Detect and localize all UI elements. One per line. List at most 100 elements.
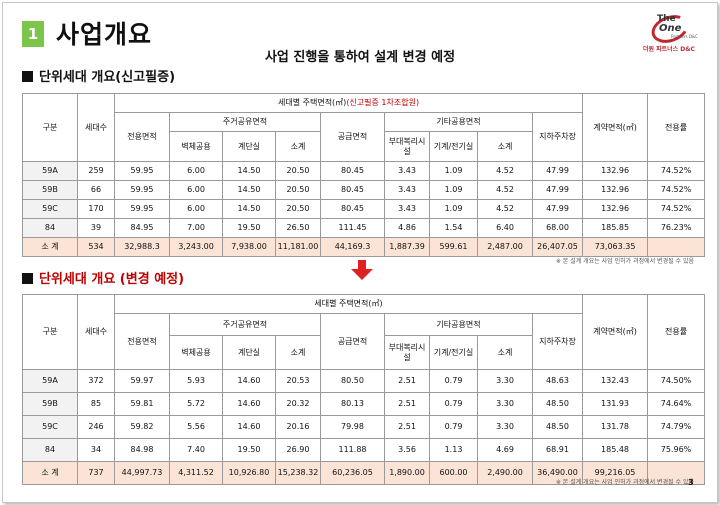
cell-wall: 5.93 xyxy=(169,369,223,393)
cell-parking: 68.00 xyxy=(531,218,584,238)
cell-type: 59A xyxy=(22,369,78,393)
cell-welfare: 2.51 xyxy=(384,369,430,393)
cell-contract: 185.48 xyxy=(582,438,649,462)
cell-contract: 132.96 xyxy=(582,199,649,219)
total-cell-ratio xyxy=(647,237,706,257)
cell-mechanical: 1.13 xyxy=(429,438,478,462)
page-subtitle: 사업 진행을 통하여 설계 변경 예정 xyxy=(264,50,456,65)
total-cell-type: 소 계 xyxy=(22,461,78,485)
cell-wall: 5.72 xyxy=(169,392,223,416)
col-header-welfare: 부대복리시설 xyxy=(384,335,430,370)
cell-ratio: 76.23% xyxy=(647,218,706,238)
col-header-exclusive: 전용면적 xyxy=(114,112,170,162)
cell-stairs: 14.60 xyxy=(222,415,276,439)
company-logo: The One Partners D&C 더원 파트너스 D&C xyxy=(643,10,705,54)
cell-contract: 185.85 xyxy=(582,218,649,238)
cell-wall: 7.40 xyxy=(169,438,223,462)
cell-wall: 7.00 xyxy=(169,218,223,238)
cell-subtotal: 20.50 xyxy=(275,161,321,181)
cell-subtotal: 20.50 xyxy=(275,180,321,200)
logo-text-the: The xyxy=(657,14,676,24)
cell-welfare: 3.56 xyxy=(384,438,430,462)
cell-exclusive: 59.82 xyxy=(114,415,170,439)
cell-households: 39 xyxy=(77,218,115,238)
table-row: 59B 66 59.95 6.00 14.50 20.50 80.45 3.43 1.09 4.5… xyxy=(22,180,706,200)
table-body-current: 59A 259 59.95 6.00 14.50 20.50 80.45 3.43 1.09 4.… xyxy=(22,161,706,257)
cell-welfare: 3.43 xyxy=(384,161,430,181)
total-cell-contract: 73,063.35 xyxy=(582,237,649,257)
cell-type: 59B xyxy=(22,392,78,416)
col-header-area-note: (신고필증 1차조합원) xyxy=(346,98,420,107)
col-header-parking: 지하주차장 xyxy=(531,313,584,370)
cell-parking: 48.50 xyxy=(531,392,584,416)
disclaimer-note-current: ※ 본 설계 개요는 사업 인허가 과정에서 변경될 수 있음 xyxy=(555,258,694,265)
col-header-subtotal: 소계 xyxy=(275,335,321,370)
cell-subtotal2: 4.52 xyxy=(477,161,533,181)
cell-subtotal: 20.32 xyxy=(275,392,321,416)
cell-type: 59B xyxy=(22,180,78,200)
cell-supply: 80.50 xyxy=(320,369,385,393)
col-header-area-group: 세대별 주택면적(㎡) xyxy=(113,294,584,314)
col-header-contract: 계약면적(㎡) xyxy=(582,294,649,370)
cell-ratio: 74.52% xyxy=(647,161,706,181)
cell-stairs: 14.60 xyxy=(222,369,276,393)
total-cell-subtotal: 11,181.00 xyxy=(275,237,321,257)
cell-contract: 131.78 xyxy=(582,415,649,439)
cell-type: 84 xyxy=(22,438,78,462)
cell-exclusive: 59.95 xyxy=(114,161,170,181)
col-header-other-common: 기타공용면적 xyxy=(384,313,533,336)
cell-type: 59A xyxy=(22,161,78,181)
cell-wall: 6.00 xyxy=(169,180,223,200)
cell-households: 66 xyxy=(77,180,115,200)
col-header-stairs: 계단실 xyxy=(222,335,276,370)
total-cell-ratio xyxy=(647,461,706,485)
cell-subtotal2: 4.52 xyxy=(477,199,533,219)
cell-exclusive: 84.95 xyxy=(114,218,170,238)
logo-text-partners: Partners D&C xyxy=(671,34,698,39)
cell-wall: 6.00 xyxy=(169,161,223,181)
cell-subtotal: 26.90 xyxy=(275,438,321,462)
total-cell-type: 소 계 xyxy=(22,237,78,257)
cell-supply: 111.88 xyxy=(320,438,385,462)
col-header-ratio: 전용률 xyxy=(647,93,706,162)
col-header-parking: 지하주차장 xyxy=(531,112,584,162)
cell-type: 59C xyxy=(22,415,78,439)
cell-exclusive: 59.97 xyxy=(114,369,170,393)
cell-exclusive: 84.98 xyxy=(114,438,170,462)
cell-supply: 80.45 xyxy=(320,199,385,219)
col-header-subtotal2: 소계 xyxy=(477,131,533,162)
logo-text-korean: 더원 파트너스 D&C xyxy=(643,46,695,53)
total-cell-exclusive: 32,988.3 xyxy=(114,237,170,257)
table-row: 59B 85 59.81 5.72 14.60 20.32 80.13 2.51 0.79 3.3… xyxy=(22,392,706,416)
cell-stairs: 14.50 xyxy=(222,161,276,181)
square-bullet-icon xyxy=(22,71,33,82)
cell-households: 34 xyxy=(77,438,115,462)
table-row: 84 39 84.95 7.00 19.50 26.50 111.45 4.86 1.54 6.4… xyxy=(22,218,706,238)
square-bullet-icon xyxy=(22,273,33,284)
cell-parking: 48.50 xyxy=(531,415,584,439)
cell-supply: 111.45 xyxy=(320,218,385,238)
page-title: 사업개요 xyxy=(56,20,153,49)
col-header-supply: 공급면적 xyxy=(320,112,385,162)
cell-subtotal: 26.50 xyxy=(275,218,321,238)
cell-subtotal2: 4.52 xyxy=(477,180,533,200)
cell-mechanical: 1.09 xyxy=(429,199,478,219)
total-cell-wall: 3,243.00 xyxy=(169,237,223,257)
total-cell-welfare: 1,890.00 xyxy=(384,461,430,485)
cell-mechanical: 0.79 xyxy=(429,392,478,416)
table-row: 59C 246 59.82 5.56 14.60 20.16 79.98 2.51 0.79 3.… xyxy=(22,415,706,439)
table-row-total: 소 계 534 32,988.3 3,243.00 7,938.00 11,181.00 4… xyxy=(22,237,706,257)
col-header-contract: 계약면적(㎡) xyxy=(582,93,649,162)
table-row: 84 34 84.98 7.40 19.50 26.90 111.88 3.56 1.13 4.6… xyxy=(22,438,706,462)
cell-stairs: 14.50 xyxy=(222,180,276,200)
total-cell-supply: 44,169.3 xyxy=(320,237,385,257)
cell-parking: 68.91 xyxy=(531,438,584,462)
cell-ratio: 74.64% xyxy=(647,392,706,416)
total-cell-households: 737 xyxy=(77,461,115,485)
cell-wall: 5.56 xyxy=(169,415,223,439)
col-header-wall: 벽체공용 xyxy=(169,131,223,162)
cell-type: 59C xyxy=(22,199,78,219)
cell-mechanical: 0.79 xyxy=(429,415,478,439)
total-cell-wall: 4,311.52 xyxy=(169,461,223,485)
